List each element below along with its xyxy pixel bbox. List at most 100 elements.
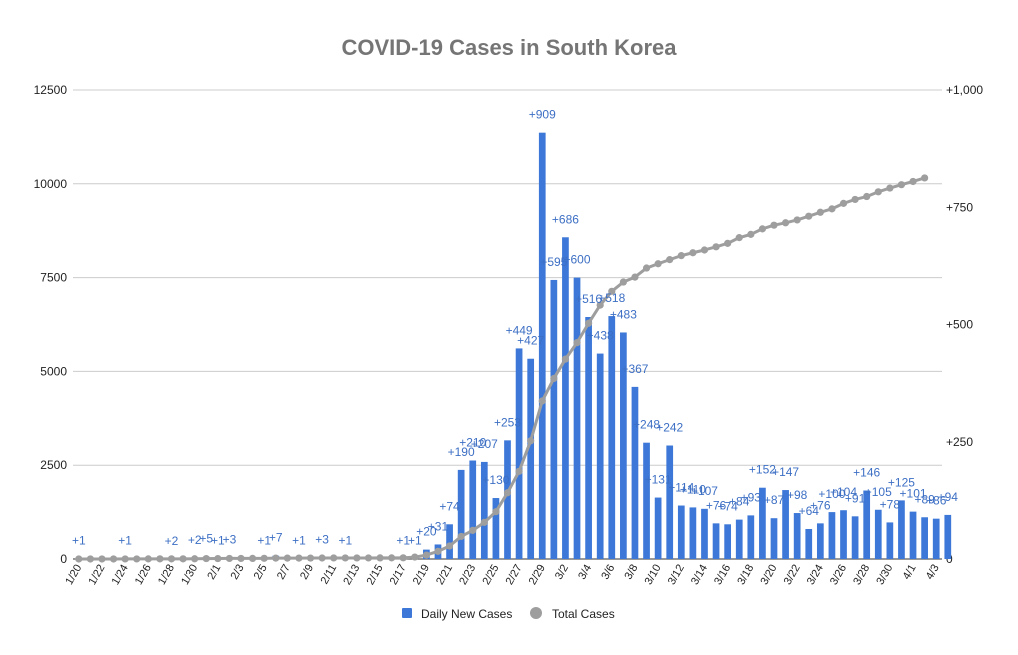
x-tick-label: 1/28 — [156, 563, 177, 588]
line-point — [272, 554, 280, 562]
x-tick-label: 2/27 — [504, 563, 525, 588]
line-point — [781, 219, 790, 227]
data-label: +101 — [900, 487, 927, 501]
line-point — [642, 264, 651, 272]
data-label: +1 — [396, 534, 410, 548]
line-point — [225, 554, 234, 563]
line-point — [341, 554, 349, 562]
x-tick-label: 3/2 — [553, 563, 571, 582]
line-point — [677, 252, 685, 260]
data-label: +87 — [764, 493, 785, 507]
data-label: +146 — [853, 466, 880, 480]
bar — [504, 440, 511, 559]
line-point — [793, 216, 801, 224]
line-point — [573, 339, 581, 347]
data-label: +130 — [482, 473, 509, 487]
line-point — [457, 532, 465, 541]
data-label: +438 — [587, 329, 614, 343]
x-tick-label: 2/13 — [341, 563, 362, 588]
bar — [712, 523, 720, 559]
data-label: +190 — [448, 445, 475, 459]
data-label: +2 — [188, 533, 202, 547]
legend-swatch-daily — [402, 608, 412, 618]
line-point — [492, 508, 500, 516]
daily-new-cases-bars — [75, 132, 952, 560]
bar — [608, 316, 616, 559]
bar — [492, 498, 500, 559]
right-tick-label: +750 — [946, 200, 973, 214]
line-point — [376, 554, 384, 562]
data-label: +20 — [416, 525, 437, 539]
x-tick-label: 2/23 — [457, 563, 478, 588]
x-tick-label: 2/9 — [298, 563, 316, 582]
line-point — [86, 555, 94, 563]
line-point — [167, 555, 176, 563]
data-label: +1 — [257, 534, 271, 548]
line-point — [191, 555, 199, 563]
legend-swatch-total — [530, 607, 542, 619]
data-label: +516 — [575, 292, 602, 306]
x-tick-label: 1/22 — [86, 563, 107, 588]
bar — [538, 132, 546, 559]
x-tick-label: 1/20 — [63, 563, 84, 588]
line-point — [295, 554, 303, 562]
data-label: +5 — [199, 532, 213, 546]
bar — [620, 332, 627, 559]
line-point — [248, 554, 257, 562]
data-label: +100 — [818, 487, 845, 501]
line-point — [306, 554, 315, 562]
bar — [747, 515, 755, 559]
data-label: +105 — [865, 485, 892, 499]
data-label: +84 — [729, 495, 750, 509]
line-point — [411, 553, 419, 561]
left-axis-ticks: 0 2500 5000 7500 10000 12500 — [34, 83, 68, 566]
line-point — [689, 249, 697, 257]
data-label: +1 — [408, 534, 422, 548]
bar — [735, 519, 743, 559]
x-tick-label: 2/11 — [319, 563, 340, 587]
x-tick-label: 3/30 — [874, 563, 895, 588]
data-label: +104 — [830, 485, 857, 499]
x-tick-label: 2/7 — [275, 563, 293, 582]
bar — [573, 277, 581, 559]
x-tick-label: 3/20 — [758, 563, 779, 588]
total-cases-line — [75, 174, 929, 563]
right-tick-label: +250 — [946, 435, 973, 449]
x-tick-label: 2/15 — [365, 563, 386, 588]
line-point — [283, 554, 291, 562]
x-tick-label: 2/17 — [388, 563, 409, 588]
line-point — [179, 555, 187, 563]
left-tick-label: 5000 — [40, 364, 67, 378]
line-point — [700, 246, 709, 254]
bar — [805, 528, 813, 559]
x-tick-label: 2/3 — [229, 563, 247, 582]
line-point — [839, 199, 848, 207]
line-point — [654, 260, 662, 268]
line-point — [805, 212, 813, 220]
data-label: +909 — [529, 108, 556, 122]
data-label: +210 — [459, 436, 486, 450]
legend-label-total: Total Cases — [552, 607, 615, 621]
line-point — [260, 554, 268, 562]
data-label: +1 — [338, 534, 352, 548]
line-point — [770, 221, 778, 229]
data-label: +427 — [517, 334, 544, 348]
x-tick-label: 1/24 — [110, 563, 131, 588]
bar — [909, 511, 917, 559]
line-point — [724, 239, 732, 247]
bar — [898, 500, 905, 559]
bar — [770, 518, 778, 559]
data-label: +94 — [938, 490, 959, 504]
x-tick-label: 3/26 — [828, 563, 849, 588]
left-tick-label: 7500 — [40, 271, 67, 285]
data-label: +98 — [787, 488, 808, 502]
line-point — [469, 526, 477, 534]
line-point — [364, 554, 373, 562]
x-tick-label: 3/12 — [666, 563, 687, 588]
line-point — [133, 555, 141, 563]
line-point — [897, 181, 906, 189]
line-point — [388, 554, 396, 562]
line-point — [515, 467, 523, 475]
line-point — [596, 301, 604, 309]
data-label: +207 — [471, 437, 498, 451]
